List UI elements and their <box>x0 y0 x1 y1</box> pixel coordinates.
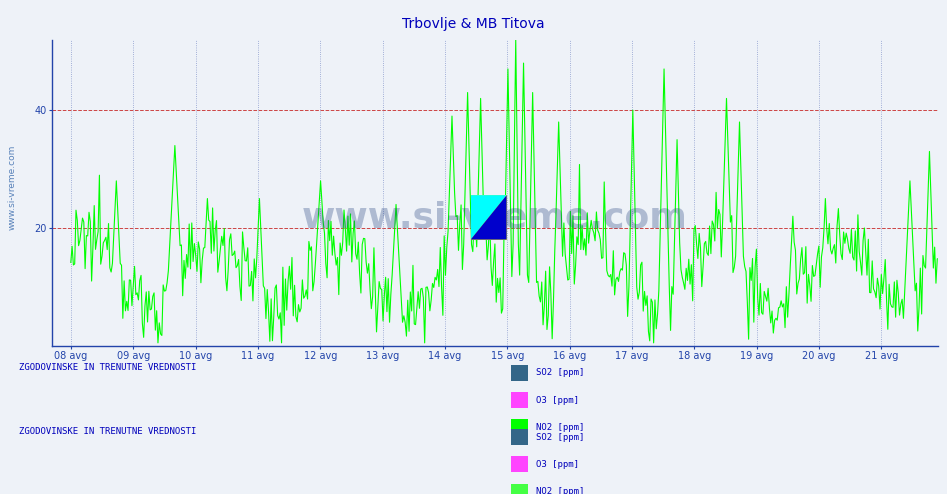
Text: ZGODOVINSKE IN TRENUTNE VREDNOSTI: ZGODOVINSKE IN TRENUTNE VREDNOSTI <box>19 363 196 372</box>
Text: NO2 [ppm]: NO2 [ppm] <box>536 487 584 494</box>
Text: www.si-vreme.com: www.si-vreme.com <box>302 200 688 234</box>
Text: SO2 [ppm]: SO2 [ppm] <box>536 369 584 377</box>
Text: www.si-vreme.com: www.si-vreme.com <box>8 145 17 230</box>
Text: Trbovlje & MB Titova: Trbovlje & MB Titova <box>402 17 545 31</box>
Polygon shape <box>471 195 507 240</box>
Polygon shape <box>471 195 507 240</box>
Text: NO2 [ppm]: NO2 [ppm] <box>536 423 584 432</box>
Text: O3 [ppm]: O3 [ppm] <box>536 396 579 405</box>
Text: O3 [ppm]: O3 [ppm] <box>536 460 579 469</box>
Text: ZGODOVINSKE IN TRENUTNE VREDNOSTI: ZGODOVINSKE IN TRENUTNE VREDNOSTI <box>19 427 196 436</box>
Text: SO2 [ppm]: SO2 [ppm] <box>536 433 584 442</box>
